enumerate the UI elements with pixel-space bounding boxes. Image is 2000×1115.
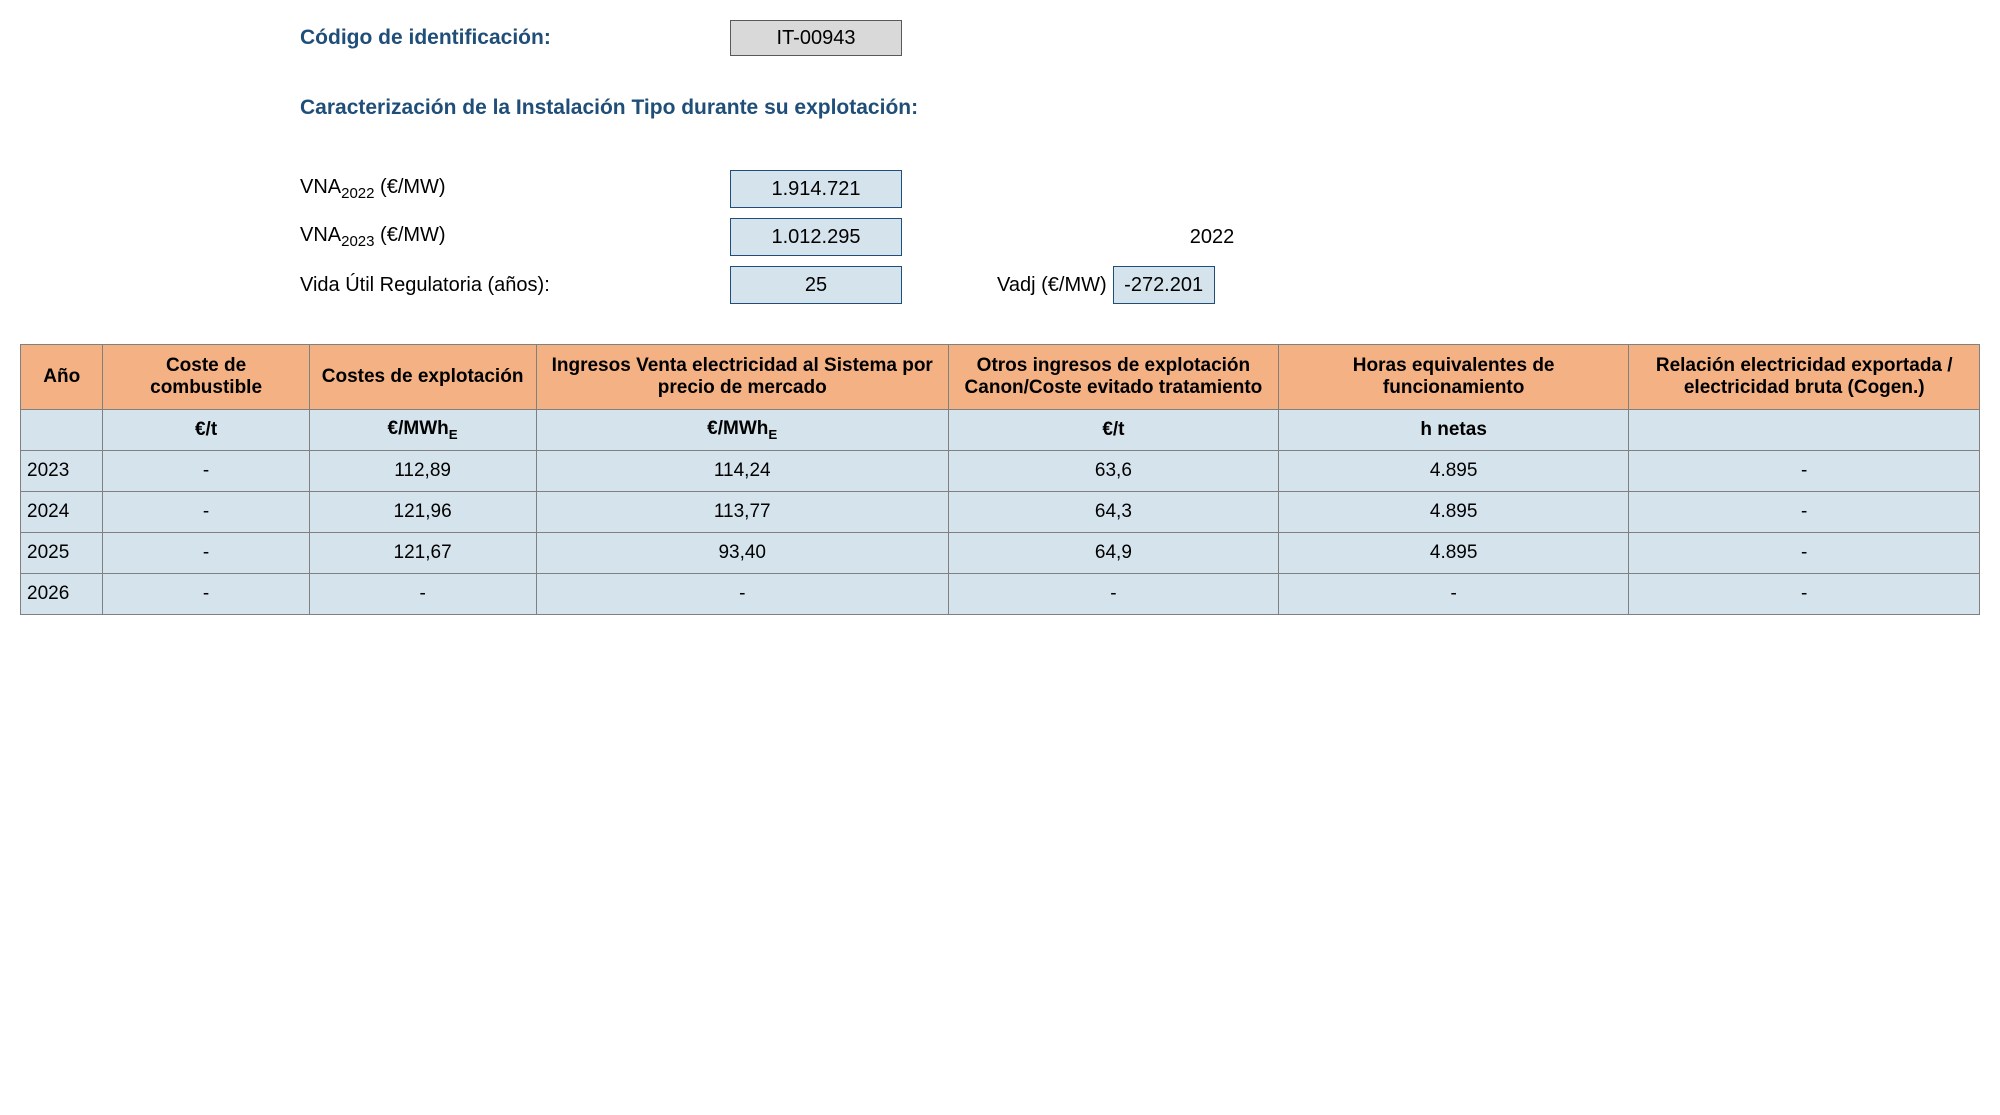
th-ingr: Ingresos Venta electricidad al Sistema p… (536, 345, 948, 410)
id-value-box: IT-00943 (730, 20, 902, 56)
table-row: 2024-121,96113,7764,34.895- (21, 492, 1980, 533)
th-comb: Coste de combustible (103, 345, 309, 410)
table-row: 2023-112,89114,2463,64.895- (21, 451, 1980, 492)
vida-value: 25 (730, 266, 902, 304)
cell-ingr: 114,24 (536, 451, 948, 492)
vna2022-value: 1.914.721 (730, 170, 902, 208)
cell-expl: - (309, 574, 536, 615)
table-header-row: Año Coste de combustible Costes de explo… (21, 345, 1980, 410)
cell-comb: - (103, 533, 309, 574)
table-row: 2025-121,6793,4064,94.895- (21, 533, 1980, 574)
cell-otros: 64,3 (948, 492, 1278, 533)
cell-ingr: - (536, 574, 948, 615)
cell-ingr: 113,77 (536, 492, 948, 533)
cell-rel: - (1629, 451, 1980, 492)
table-units-row: €/t €/MWhE €/MWhE €/t h netas (21, 410, 1980, 451)
cell-ingr: 93,40 (536, 533, 948, 574)
unit-ingr: €/MWhE (536, 410, 948, 451)
data-table: Año Coste de combustible Costes de explo… (20, 344, 1980, 615)
th-ano: Año (21, 345, 103, 410)
cell-comb: - (103, 492, 309, 533)
unit-expl: €/MWhE (309, 410, 536, 451)
vadj-label: Vadj (€/MW) (997, 274, 1107, 297)
cell-otros: 63,6 (948, 451, 1278, 492)
cell-otros: 64,9 (948, 533, 1278, 574)
cell-ano: 2024 (21, 492, 103, 533)
unit-ano (21, 410, 103, 451)
cell-horas: - (1278, 574, 1629, 615)
cell-rel: - (1629, 574, 1980, 615)
vadj-value: -272.201 (1113, 266, 1215, 304)
cell-rel: - (1629, 492, 1980, 533)
unit-rel (1629, 410, 1980, 451)
id-label: Código de identificación: (300, 26, 730, 50)
th-rel: Relación electricidad exportada / electr… (1629, 345, 1980, 410)
cell-expl: 121,96 (309, 492, 536, 533)
th-otros: Otros ingresos de explotación Canon/Cost… (948, 345, 1278, 410)
cell-comb: - (103, 451, 309, 492)
cell-horas: 4.895 (1278, 492, 1629, 533)
vadj-block: Vadj (€/MW) -272.201 (997, 266, 1215, 304)
cell-comb: - (103, 574, 309, 615)
cell-rel: - (1629, 533, 1980, 574)
table-row: 2026------ (21, 574, 1980, 615)
cell-ano: 2023 (21, 451, 103, 492)
vna2023-label: VNA2023 (€/MW) (300, 224, 730, 250)
side-year: 2022 (1082, 226, 1342, 249)
cell-ano: 2026 (21, 574, 103, 615)
cell-ano: 2025 (21, 533, 103, 574)
th-horas: Horas equivalentes de funcionamiento (1278, 345, 1629, 410)
cell-horas: 4.895 (1278, 533, 1629, 574)
cell-expl: 112,89 (309, 451, 536, 492)
cell-expl: 121,67 (309, 533, 536, 574)
unit-comb: €/t (103, 410, 309, 451)
cell-horas: 4.895 (1278, 451, 1629, 492)
vida-label: Vida Útil Regulatoria (años): (300, 274, 730, 297)
unit-otros: €/t (948, 410, 1278, 451)
cell-otros: - (948, 574, 1278, 615)
section-title: Caracterización de la Instalación Tipo d… (300, 96, 1980, 120)
unit-horas: h netas (1278, 410, 1629, 451)
th-expl: Costes de explotación (309, 345, 536, 410)
vna2023-value: 1.012.295 (730, 218, 902, 256)
vna2022-label: VNA2022 (€/MW) (300, 176, 730, 202)
